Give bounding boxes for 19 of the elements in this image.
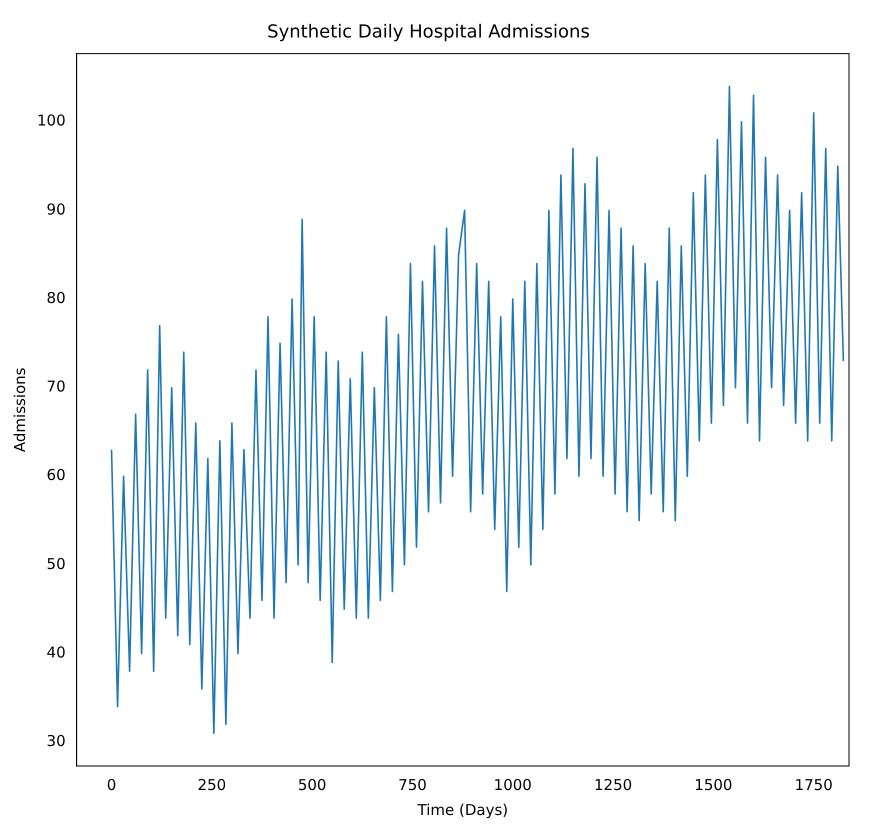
x-tick-label: 500 xyxy=(298,776,326,794)
y-axis-title: Admissions xyxy=(10,367,29,452)
x-tick-label: 250 xyxy=(198,776,226,794)
x-tick-label: 1250 xyxy=(594,776,632,794)
y-tick-label: 80 xyxy=(46,288,66,307)
y-tick-label: 90 xyxy=(46,200,66,218)
x-tick-label: 750 xyxy=(398,776,427,794)
y-tick-label: 40 xyxy=(46,643,66,662)
x-tick-label: 1750 xyxy=(794,776,833,794)
y-tick-label: 60 xyxy=(46,466,66,484)
y-tick-label: 70 xyxy=(46,378,66,396)
chart-title: Synthetic Daily Hospital Admissions xyxy=(267,21,590,42)
x-tick-label: 1500 xyxy=(694,776,732,794)
y-tick-label: 100 xyxy=(36,112,66,130)
x-tick-label: 1000 xyxy=(494,776,532,794)
y-tick-label: 30 xyxy=(46,732,66,750)
x-axis-title: Time (Days) xyxy=(416,800,508,819)
y-tick-label: 50 xyxy=(46,554,66,573)
x-tick-label: 0 xyxy=(106,776,116,794)
